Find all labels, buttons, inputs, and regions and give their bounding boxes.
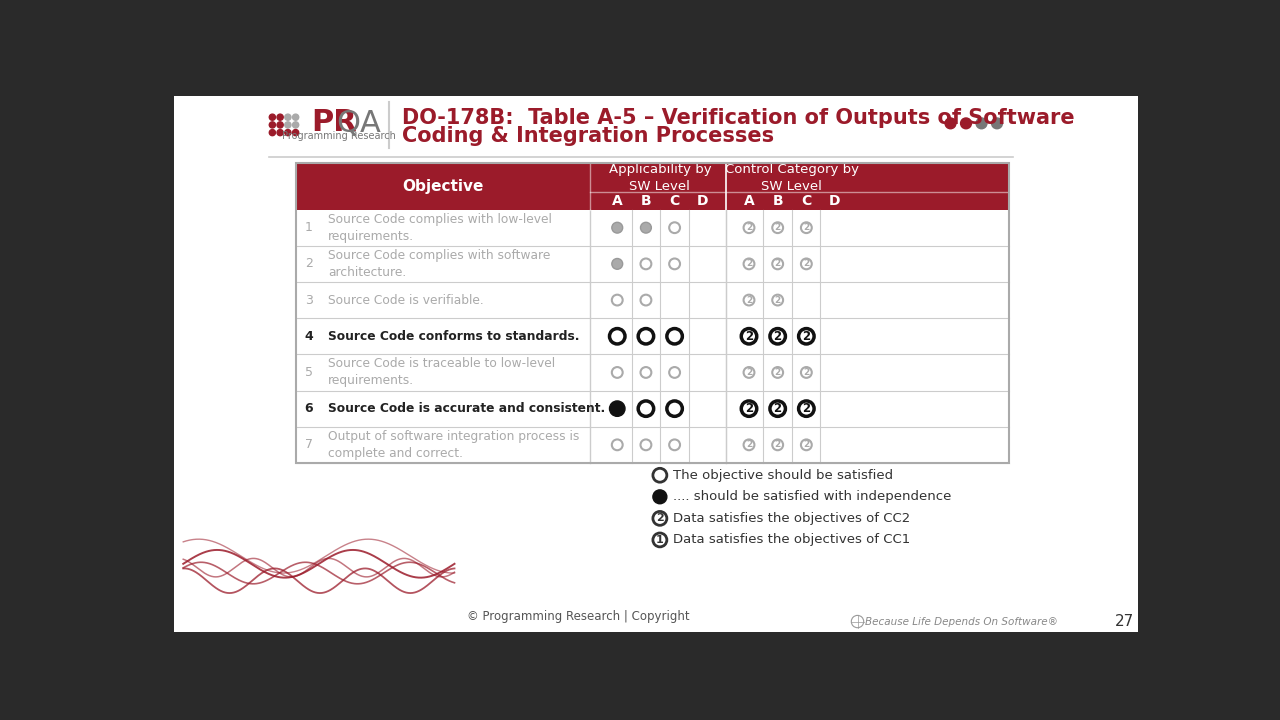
Text: The objective should be satisfied: The objective should be satisfied — [673, 469, 893, 482]
Circle shape — [276, 130, 283, 135]
Text: 2: 2 — [774, 223, 781, 232]
Text: A: A — [612, 194, 622, 208]
Text: 2: 2 — [773, 330, 782, 343]
Text: D: D — [696, 194, 708, 208]
Circle shape — [960, 118, 972, 129]
Circle shape — [293, 122, 298, 128]
Text: Coding & Integration Processes: Coding & Integration Processes — [402, 127, 774, 146]
Text: 6: 6 — [305, 402, 314, 415]
Text: 2: 2 — [804, 259, 809, 269]
Circle shape — [612, 258, 622, 269]
Text: Source Code is verifiable.: Source Code is verifiable. — [328, 294, 484, 307]
Text: 2: 2 — [657, 513, 664, 523]
Bar — [296, 163, 1009, 463]
Text: 4: 4 — [305, 330, 314, 343]
Circle shape — [609, 401, 625, 416]
Text: 2: 2 — [804, 223, 809, 232]
Text: 7: 7 — [305, 438, 312, 451]
Text: 2: 2 — [803, 402, 810, 415]
Text: DO-178B:  Table A-5 – Verification of Outputs of Software: DO-178B: Table A-5 – Verification of Out… — [402, 108, 1074, 128]
Text: 2: 2 — [746, 441, 753, 449]
Text: Control Category by
SW Level: Control Category by SW Level — [724, 163, 859, 193]
Text: 2: 2 — [745, 402, 753, 415]
Text: 2: 2 — [774, 368, 781, 377]
Text: Data satisfies the objectives of CC2: Data satisfies the objectives of CC2 — [673, 512, 910, 525]
Text: PR: PR — [311, 108, 357, 137]
Text: Applicability by
SW Level: Applicability by SW Level — [608, 163, 712, 193]
Text: Because Life Depends On Software®: Because Life Depends On Software® — [865, 616, 1059, 626]
Text: .... should be satisfied with independence: .... should be satisfied with independen… — [673, 490, 951, 503]
Circle shape — [269, 122, 275, 128]
Text: 2: 2 — [804, 441, 809, 449]
Text: Source Code complies with low-level
requirements.: Source Code complies with low-level requ… — [328, 212, 552, 243]
Text: D: D — [828, 194, 840, 208]
Text: 2: 2 — [746, 259, 753, 269]
Text: 2: 2 — [803, 330, 810, 343]
Text: 2: 2 — [746, 368, 753, 377]
Circle shape — [284, 122, 291, 128]
Text: 2: 2 — [774, 259, 781, 269]
Text: Source Code is traceable to low-level
requirements.: Source Code is traceable to low-level re… — [328, 357, 556, 387]
Text: 1: 1 — [305, 221, 312, 234]
Bar — [296, 163, 1009, 210]
Circle shape — [992, 118, 1002, 129]
Text: QA: QA — [337, 108, 381, 137]
Text: A: A — [744, 194, 754, 208]
Circle shape — [269, 130, 275, 135]
Circle shape — [293, 130, 298, 135]
Circle shape — [269, 114, 275, 120]
Circle shape — [284, 114, 291, 120]
Text: Source Code conforms to standards.: Source Code conforms to standards. — [328, 330, 580, 343]
Circle shape — [977, 118, 987, 129]
Text: Source Code complies with software
architecture.: Source Code complies with software archi… — [328, 249, 550, 279]
Circle shape — [276, 122, 283, 128]
Text: 2: 2 — [774, 441, 781, 449]
Text: B: B — [772, 194, 783, 208]
Text: Output of software integration process is
complete and correct.: Output of software integration process i… — [328, 430, 580, 460]
Text: 2: 2 — [745, 330, 753, 343]
Text: 2: 2 — [746, 223, 753, 232]
Bar — [296, 163, 1009, 463]
Text: Objective: Objective — [402, 179, 484, 194]
Circle shape — [945, 118, 956, 129]
Text: 5: 5 — [305, 366, 312, 379]
Circle shape — [293, 114, 298, 120]
Text: 2: 2 — [804, 368, 809, 377]
Text: B: B — [640, 194, 652, 208]
Text: 2: 2 — [305, 257, 312, 271]
Text: © Programming Research | Copyright: © Programming Research | Copyright — [467, 610, 690, 623]
Circle shape — [640, 222, 652, 233]
Text: 1: 1 — [657, 535, 664, 545]
Circle shape — [284, 130, 291, 135]
Text: Source Code is accurate and consistent.: Source Code is accurate and consistent. — [328, 402, 605, 415]
Circle shape — [653, 490, 667, 504]
Text: 2: 2 — [774, 296, 781, 305]
Text: 2: 2 — [773, 402, 782, 415]
Text: Programming Research: Programming Research — [282, 132, 396, 141]
Text: 2: 2 — [746, 296, 753, 305]
Text: 27: 27 — [1115, 614, 1134, 629]
Circle shape — [612, 222, 622, 233]
Circle shape — [276, 114, 283, 120]
Text: C: C — [801, 194, 812, 208]
Text: C: C — [669, 194, 680, 208]
Text: 3: 3 — [305, 294, 312, 307]
Text: Data satisfies the objectives of CC1: Data satisfies the objectives of CC1 — [673, 534, 910, 546]
